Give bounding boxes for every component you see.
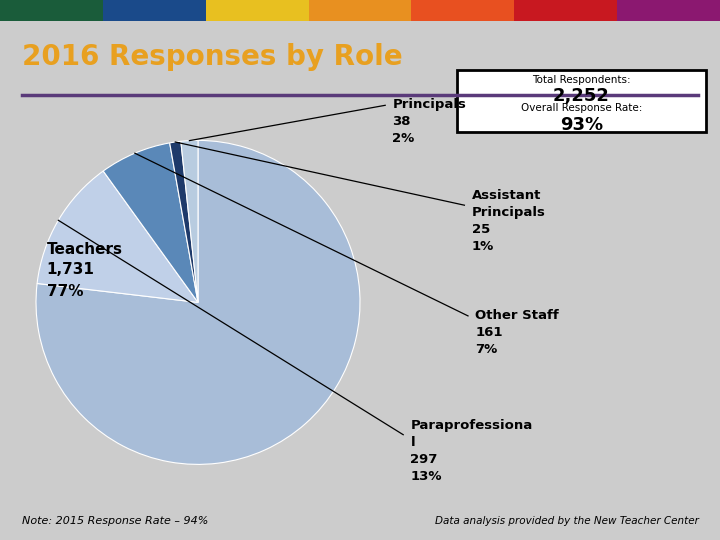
Text: Overall Response Rate:: Overall Response Rate:: [521, 103, 642, 113]
Wedge shape: [103, 143, 198, 302]
Text: Teachers
1,731
77%: Teachers 1,731 77%: [47, 241, 123, 299]
Text: Principals
38
2%: Principals 38 2%: [392, 98, 467, 145]
Text: Paraprofessiona
l
297
13%: Paraprofessiona l 297 13%: [410, 419, 533, 483]
Text: Assistant
Principals
25
1%: Assistant Principals 25 1%: [472, 190, 546, 253]
Text: Data analysis provided by the New Teacher Center: Data analysis provided by the New Teache…: [435, 516, 698, 526]
Wedge shape: [181, 140, 198, 302]
Text: Total Respondents:: Total Respondents:: [532, 75, 631, 85]
Text: Other Staff
161
7%: Other Staff 161 7%: [475, 308, 559, 356]
Wedge shape: [170, 141, 198, 302]
Text: Note: 2015 Response Rate – 94%: Note: 2015 Response Rate – 94%: [22, 516, 208, 526]
Wedge shape: [36, 140, 360, 464]
Text: 2,252: 2,252: [553, 87, 610, 105]
Text: 2016 Responses by Role: 2016 Responses by Role: [22, 43, 402, 71]
Wedge shape: [37, 171, 198, 302]
Text: 93%: 93%: [560, 116, 603, 134]
